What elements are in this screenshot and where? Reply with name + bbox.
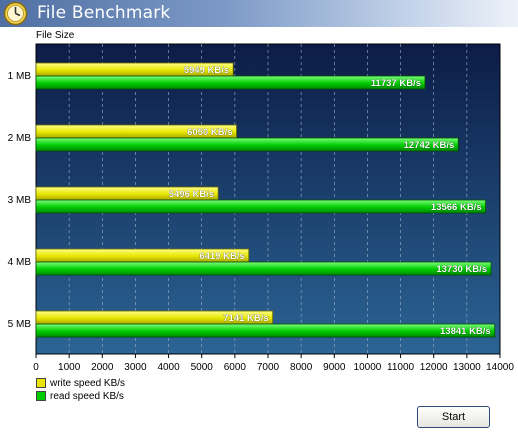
x-tick-label: 2000	[91, 362, 114, 373]
bar-value-label: 6419 KB/s	[199, 251, 244, 262]
bar-value-label: 5496 KB/s	[169, 189, 214, 200]
y-category-label: 2 MB	[8, 133, 32, 144]
x-tick-label: 0	[33, 362, 39, 373]
legend-swatch-read	[36, 391, 46, 401]
window-title: File Benchmark	[37, 3, 171, 23]
read-bar	[35, 261, 492, 276]
bar-value-label: 11737 KB/s	[371, 78, 421, 89]
bar-value-label: 13841 KB/s	[440, 326, 491, 337]
legend-label-read: read speed KB/s	[50, 390, 124, 402]
bar-value-label: 13730 KB/s	[436, 264, 487, 275]
x-tick-label: 7000	[257, 362, 280, 373]
bar-value-label: 13566 KB/s	[431, 202, 482, 213]
x-tick-label: 6000	[224, 362, 247, 373]
x-tick-label: 9000	[323, 362, 346, 373]
clock-icon	[3, 1, 28, 26]
x-tick-label: 4000	[157, 362, 180, 373]
x-tick-label: 13000	[453, 362, 481, 373]
x-tick-label: 3000	[124, 362, 147, 373]
x-tick-label: 10000	[354, 362, 382, 373]
y-category-label: 3 MB	[8, 195, 32, 206]
read-bar	[35, 323, 496, 338]
x-tick-label: 8000	[290, 362, 313, 373]
x-tick-label: 11000	[387, 362, 415, 373]
bar-value-label: 5949 KB/s	[184, 65, 229, 76]
bar-value-label: 12742 KB/s	[404, 140, 455, 151]
y-axis-title: File Size	[36, 30, 75, 41]
x-tick-label: 1000	[58, 362, 81, 373]
x-tick-label: 14000	[486, 362, 514, 373]
title-bar: File Benchmark	[0, 0, 518, 27]
legend-swatch-write	[36, 378, 46, 388]
x-tick-label: 12000	[420, 362, 448, 373]
start-button[interactable]: Start	[417, 406, 490, 428]
x-tick-label: 5000	[191, 362, 214, 373]
legend-item-write: write speed KB/s	[36, 377, 125, 389]
read-bar	[35, 199, 487, 214]
bar-value-label: 7141 KB/s	[223, 313, 268, 324]
read-bar	[35, 75, 426, 90]
y-category-label: 5 MB	[8, 319, 32, 330]
y-category-label: 4 MB	[8, 257, 32, 268]
read-bar	[35, 137, 459, 152]
legend-item-read: read speed KB/s	[36, 390, 124, 402]
bar-value-label: 6050 KB/s	[187, 127, 232, 138]
y-category-label: 1 MB	[8, 71, 32, 82]
legend-label-write: write speed KB/s	[50, 377, 126, 389]
